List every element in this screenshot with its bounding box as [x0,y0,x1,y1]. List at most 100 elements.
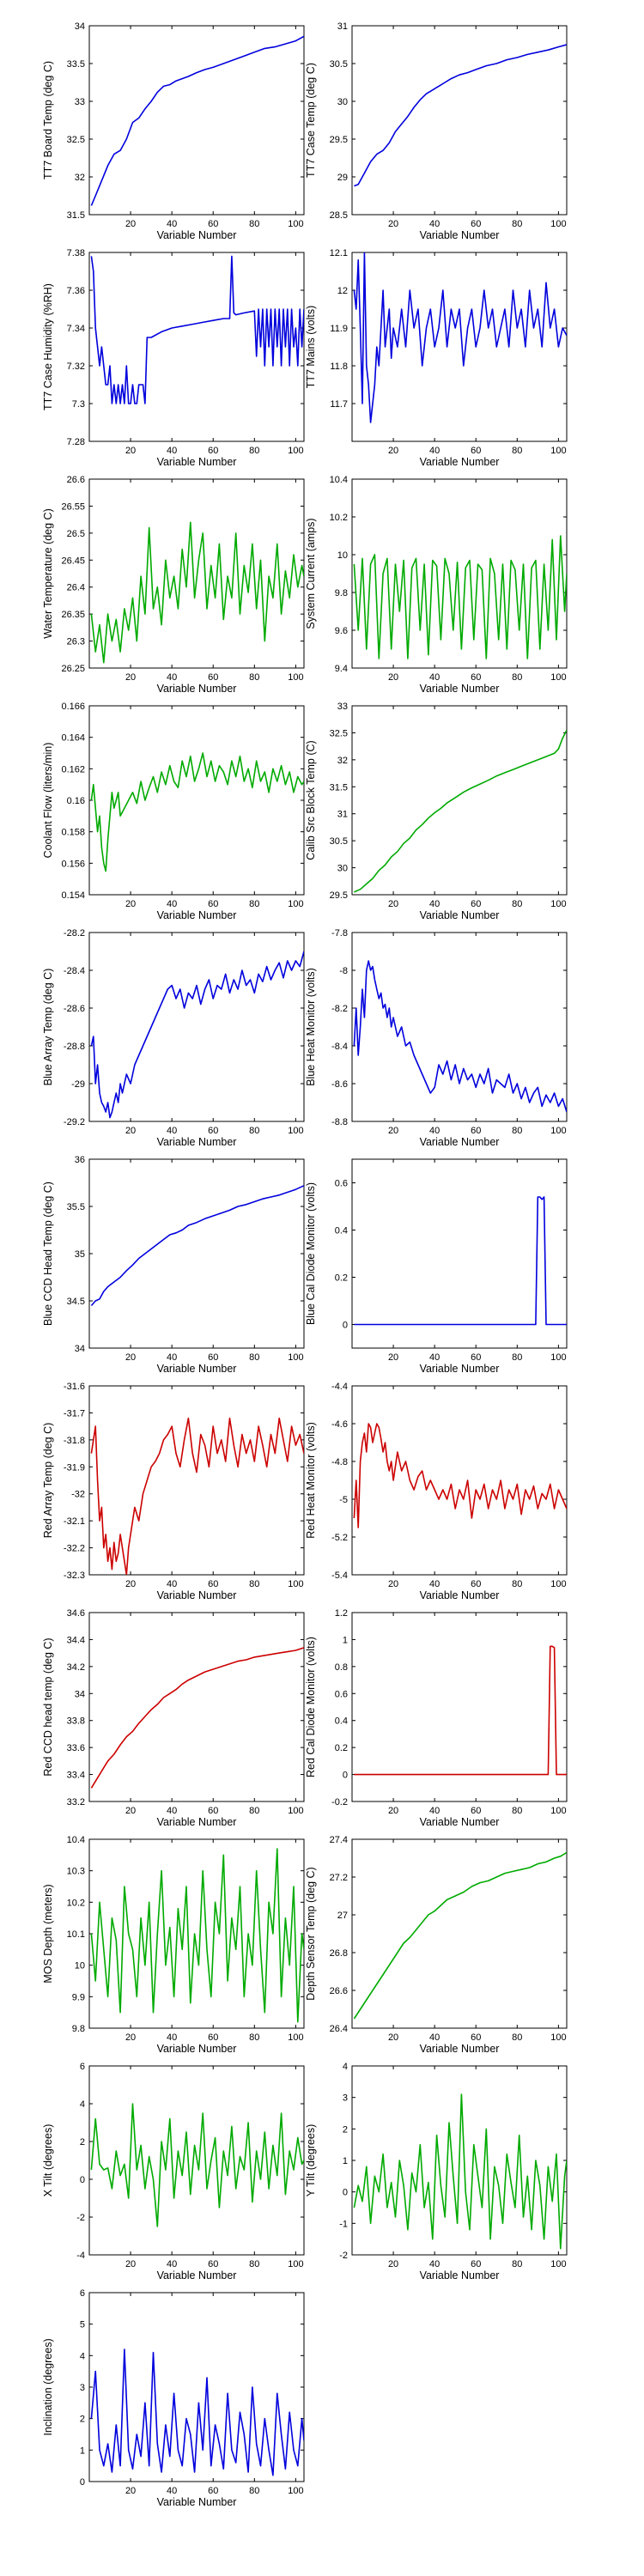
x-tick-label: 80 [512,899,522,909]
plot-frame [351,478,568,669]
chart-panel: 9.4 9.6 9.8 10 10.2 10.4 20 40 60 80 100 Variable N… [305,475,568,695]
x-tick-label: 40 [167,1352,177,1363]
x-tick-label: 60 [471,899,481,909]
x-tick-label: 80 [512,446,522,456]
y-tick-label: 1.2 [335,1608,348,1619]
y-tick-label: 27.4 [330,1835,348,1845]
x-axis-label: Variable Number [157,909,237,921]
y-tick-label: 9.8 [335,588,348,598]
x-tick-label: 40 [167,2259,177,2269]
y-axis-label: Red Array Temp (deg C) [42,1423,54,1539]
y-tick-label: 0.164 [61,733,85,744]
x-axis-label: Variable Number [157,456,237,468]
x-tick-label: 100 [288,219,303,229]
y-tick-label: -28.8 [64,1042,85,1052]
y-axis-label: Y Tilt (degrees) [305,2124,317,2197]
chart-panel: -5.4 -5.2 -5 -4.8 -4.6 -4.4 20 40 60 80 100 Variabl… [305,1382,568,1601]
x-tick-label: 100 [288,2032,303,2043]
y-tick-label: -28.2 [64,928,85,939]
y-tick-label: 34.5 [67,1297,85,1307]
x-tick-label: 40 [167,219,177,229]
y-tick-label: 5 [80,2320,85,2330]
y-tick-label: 6 [80,2288,85,2299]
y-tick-label: 4 [80,2099,85,2110]
x-tick-label: 40 [167,2032,177,2043]
x-tick-label: 80 [512,1579,522,1589]
y-tick-label: 10.3 [67,1867,85,1877]
plot-frame [88,1838,305,2029]
series-line [353,1851,567,2020]
y-tick-label: 26.5 [67,529,85,539]
x-axis-label: Variable Number [420,1816,500,1828]
y-tick-label: -31.9 [64,1462,85,1473]
series-line [90,255,304,404]
x-tick-label: 40 [429,446,440,456]
plot-frame [351,252,568,442]
y-tick-label: 0.4 [335,1226,348,1236]
x-tick-label: 80 [249,219,259,229]
x-tick-label: 20 [388,2032,398,2043]
y-tick-label: -8.4 [331,1042,348,1052]
y-tick-label: -4 [76,2251,85,2261]
y-tick-label: 27.2 [330,1873,348,1883]
x-axis-label: Variable Number [157,229,237,241]
y-tick-label: 0.2 [335,1273,348,1284]
y-tick-label: -29.2 [64,1117,85,1127]
y-tick-label: 2 [80,2415,85,2425]
y-tick-label: 0.2 [335,1743,348,1753]
x-tick-label: 60 [208,1352,218,1363]
chart-panel: 33.2 33.4 33.6 33.8 34 34.2 34.4 34.6 20 40 60 80 10… [42,1608,305,1828]
y-tick-label: 0.154 [61,890,85,901]
y-tick-label: 12.1 [330,248,348,258]
x-tick-label: 60 [471,672,481,683]
x-tick-label: 20 [388,446,398,456]
x-tick-label: 60 [208,1806,218,1816]
x-tick-label: 80 [512,672,522,683]
x-axis-label: Variable Number [157,683,237,695]
x-tick-label: 100 [288,672,303,683]
y-axis-label: X Tilt (degrees) [42,2124,54,2197]
y-axis-label: Blue Heat Monitor (volts) [305,968,317,1086]
y-axis-label: TT7 Mains (volts) [305,306,317,389]
x-tick-label: 60 [208,899,218,909]
y-tick-label: -28.6 [64,1004,85,1014]
chart-panel: 29.5 30 30.5 31 31.5 32 32.5 33 20 40 60 80 100 Varia… [305,702,568,921]
chart-panel: 26.25 26.3 26.35 26.4 26.45 26.5 26.55 26.6 20 40… [42,475,305,695]
x-axis-label: Variable Number [420,1363,500,1375]
y-axis-label: Depth Sensor Temp (deg C) [305,1867,317,2000]
y-axis-label: Red CCD head temp (deg C) [42,1637,54,1776]
y-tick-label: -8.2 [331,1004,348,1014]
y-tick-label: 10 [337,550,348,561]
x-tick-label: 20 [125,1352,136,1363]
y-tick-label: 33.5 [67,59,85,70]
plot-frame [88,1158,305,1349]
x-tick-label: 60 [471,1579,481,1589]
y-tick-label: -5 [339,1495,348,1505]
y-tick-label: 28.5 [330,210,348,221]
x-tick-label: 40 [429,1126,440,1136]
chart-panel: 0 0.2 0.4 0.6 20 40 60 80 100 Variable Number Blue… [305,1158,568,1375]
y-tick-label: 26.3 [67,637,85,647]
y-tick-label: 1 [343,2156,348,2166]
y-tick-label: 30.5 [330,59,348,70]
y-tick-label: 26.55 [61,501,85,512]
y-tick-label: 6 [80,2062,85,2072]
x-tick-label: 40 [167,899,177,909]
y-axis-label: Red Cal Diode Monitor (volts) [305,1637,317,1777]
x-tick-label: 20 [388,1352,398,1363]
x-tick-label: 60 [471,1352,481,1363]
x-tick-label: 60 [471,219,481,229]
series-line [90,2348,304,2476]
y-tick-label: 0.6 [335,1179,348,1189]
series-line [354,729,567,893]
x-tick-label: 60 [208,2032,218,2043]
x-axis-label: Variable Number [420,1589,500,1601]
chart-panel: 11.7 11.8 11.9 12 12.1 20 40 60 80 100 Variable Nu… [305,248,568,468]
x-tick-label: 20 [125,899,136,909]
x-tick-label: 100 [550,2032,566,2043]
y-tick-label: 34 [75,21,85,32]
chart-panel: 28.5 29 29.5 30 30.5 31 20 40 60 80 100 Variable Nu… [305,21,568,241]
x-tick-label: 100 [288,1579,303,1589]
y-tick-label: 26.4 [330,2024,348,2034]
y-tick-label: -2 [339,2251,348,2261]
